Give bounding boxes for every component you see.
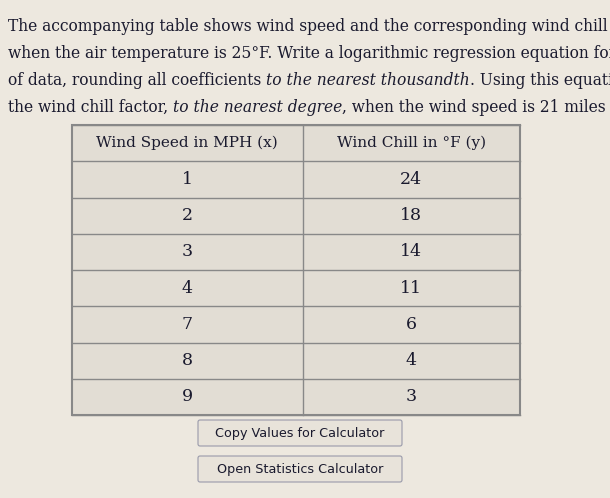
Text: 6: 6	[406, 316, 417, 333]
Text: Wind Speed in MPH (x): Wind Speed in MPH (x)	[96, 136, 278, 150]
Text: 7: 7	[182, 316, 193, 333]
Text: , when the wind speed is 21 miles per hour.: , when the wind speed is 21 miles per ho…	[342, 99, 610, 116]
Text: 9: 9	[182, 388, 193, 405]
Text: when the air temperature is 25°F. Write a logarithmic regression equation for th: when the air temperature is 25°F. Write …	[8, 45, 610, 62]
Text: 11: 11	[400, 279, 422, 297]
Text: 18: 18	[400, 207, 422, 224]
Text: 2: 2	[182, 207, 193, 224]
Text: 4: 4	[182, 279, 193, 297]
Text: 24: 24	[400, 171, 422, 188]
Text: Copy Values for Calculator: Copy Values for Calculator	[215, 426, 385, 440]
Text: to the nearest thousandth: to the nearest thousandth	[266, 72, 470, 89]
FancyBboxPatch shape	[198, 456, 402, 482]
Text: 4: 4	[406, 352, 417, 369]
Bar	[72, 125, 520, 415]
Text: 1: 1	[182, 171, 193, 188]
Text: 14: 14	[400, 244, 422, 260]
Text: Open Statistics Calculator: Open Statistics Calculator	[217, 463, 383, 476]
Text: 3: 3	[182, 244, 193, 260]
Text: the wind chill factor,: the wind chill factor,	[8, 99, 173, 116]
Text: The accompanying table shows wind speed and the corresponding wind chill factor: The accompanying table shows wind speed …	[8, 18, 610, 35]
Text: 8: 8	[182, 352, 193, 369]
Text: 3: 3	[406, 388, 417, 405]
Text: . Using this equation, find: . Using this equation, find	[470, 72, 610, 89]
Text: Wind Chill in °F (y): Wind Chill in °F (y)	[337, 136, 486, 150]
FancyBboxPatch shape	[198, 420, 402, 446]
Text: to the nearest degree: to the nearest degree	[173, 99, 342, 116]
Text: of data, rounding all coefficients: of data, rounding all coefficients	[8, 72, 266, 89]
